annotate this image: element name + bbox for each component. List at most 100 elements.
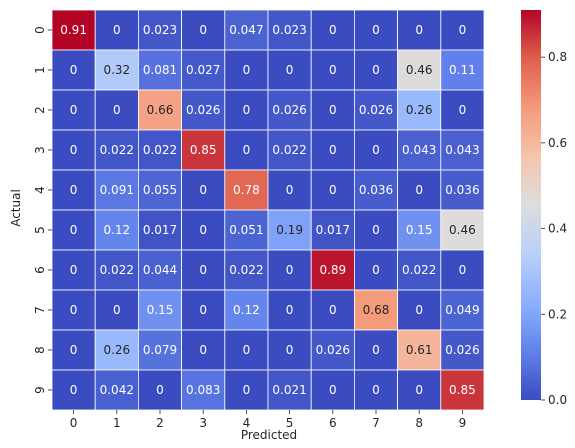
heatmap-cell <box>94 289 139 331</box>
heatmap-cell-label: 0 <box>329 103 337 117</box>
heatmap-cell <box>181 209 226 251</box>
y-tick-label: 3 <box>33 146 47 154</box>
heatmap-cell <box>137 9 182 51</box>
heatmap-cell-label: 0 <box>459 23 467 37</box>
heatmap-cell-label: 0.021 <box>272 383 306 397</box>
heatmap-cell-label: 0 <box>329 183 337 197</box>
heatmap-cell <box>224 329 269 371</box>
heatmap-cell <box>310 369 355 411</box>
heatmap-cell <box>137 209 182 251</box>
heatmap-cell-label: 0.26 <box>406 103 433 117</box>
x-tick-label: 0 <box>70 416 78 430</box>
heatmap-cell-label: 0.027 <box>186 63 220 77</box>
x-tick-label: 3 <box>199 416 207 430</box>
heatmap-cell <box>353 49 398 91</box>
heatmap-cell-label: 0.26 <box>103 343 130 357</box>
heatmap-cell-label: 0.12 <box>103 223 130 237</box>
heatmap-cell-label: 0 <box>286 343 294 357</box>
x-axis-label: Predicted <box>241 428 297 442</box>
heatmap-cell <box>353 249 398 291</box>
colorbar-tick-label: 0.0 <box>548 393 567 407</box>
heatmap-cell <box>51 369 96 411</box>
heatmap-cell <box>353 369 398 411</box>
colorbar: 0.0 0.2 0.4 0.6 0.8 <box>521 10 567 407</box>
heatmap-cell <box>440 89 485 131</box>
heatmap-cell <box>224 289 269 331</box>
heatmap-cell-label: 0.017 <box>316 223 350 237</box>
heatmap-cell <box>267 249 312 291</box>
heatmap-cell-label: 0.026 <box>272 103 306 117</box>
heatmap-cell <box>224 209 269 251</box>
heatmap-cell-label: 0.022 <box>143 143 177 157</box>
heatmap-cell-label: 0.11 <box>449 63 476 77</box>
heatmap-cell-label: 0 <box>329 303 337 317</box>
heatmap-cell <box>353 9 398 51</box>
heatmap-cell <box>94 169 139 211</box>
heatmap-cell <box>224 169 269 211</box>
heatmap-cell <box>137 289 182 331</box>
heatmap-cell-label: 0 <box>113 303 121 317</box>
heatmap-cell-label: 0 <box>243 63 251 77</box>
heatmap-cell-label: 0.022 <box>100 263 134 277</box>
heatmap-cell <box>397 289 442 331</box>
heatmap-cell-label: 0.91 <box>60 23 87 37</box>
heatmap-cell-label: 0.044 <box>143 263 177 277</box>
heatmap-cell-label: 0 <box>329 23 337 37</box>
heatmap-cell <box>224 369 269 411</box>
heatmap-cell <box>397 369 442 411</box>
heatmap-cell <box>310 329 355 371</box>
heatmap-cell-label: 0 <box>415 303 423 317</box>
heatmap-cell <box>353 169 398 211</box>
heatmap-cell-label: 0 <box>415 23 423 37</box>
heatmap-cell-label: 0.043 <box>445 143 479 157</box>
heatmap-cell-label: 0.081 <box>143 63 177 77</box>
heatmap-cell-label: 0.026 <box>359 103 393 117</box>
heatmap-cell <box>267 369 312 411</box>
heatmap-cell <box>94 89 139 131</box>
y-tick-label: 8 <box>33 346 47 354</box>
heatmap-cell-label: 0.091 <box>100 183 134 197</box>
heatmap-cell-label: 0.055 <box>143 183 177 197</box>
heatmap-cell-label: 0.083 <box>186 383 220 397</box>
heatmap-cell-label: 0 <box>243 103 251 117</box>
heatmap-cell-label: 0 <box>415 183 423 197</box>
heatmap-cell-label: 0 <box>286 303 294 317</box>
heatmap-cell-label: 0 <box>286 263 294 277</box>
x-tick-label: 5 <box>286 416 294 430</box>
heatmap-cell-label: 0.049 <box>445 303 479 317</box>
x-tick-label: 2 <box>156 416 164 430</box>
heatmap-cell-label: 0.68 <box>363 303 390 317</box>
heatmap-cell-label: 0 <box>372 343 380 357</box>
heatmap-cell-label: 0.079 <box>143 343 177 357</box>
heatmap-cell <box>137 329 182 371</box>
heatmap-cell-label: 0.022 <box>272 143 306 157</box>
heatmap-cell-label: 0 <box>243 143 251 157</box>
heatmap-cell <box>310 89 355 131</box>
heatmap-cell-label: 0 <box>70 103 78 117</box>
heatmap-cell-label: 0 <box>329 143 337 157</box>
heatmap-cell <box>397 129 442 171</box>
heatmap-cell <box>440 129 485 171</box>
heatmap-cell-label: 0.85 <box>190 143 217 157</box>
heatmap-cell <box>267 49 312 91</box>
heatmap-cell-label: 0.036 <box>445 183 479 197</box>
heatmap-cell <box>94 9 139 51</box>
heatmap-cell-label: 0.19 <box>276 223 303 237</box>
x-tick-label: 1 <box>113 416 121 430</box>
x-tick-label: 9 <box>459 416 467 430</box>
y-tick-label: 2 <box>33 106 47 114</box>
heatmap-cell-label: 0.46 <box>406 63 433 77</box>
y-tick-label: 4 <box>33 186 47 194</box>
y-axis-ticks: 0 1 2 3 4 5 6 7 8 9 <box>33 26 52 394</box>
heatmap-cell-label: 0 <box>372 143 380 157</box>
heatmap-cell-label: 0 <box>329 63 337 77</box>
heatmap-cell-label: 0.036 <box>359 183 393 197</box>
heatmap-cell-label: 0 <box>199 23 207 37</box>
y-tick-label: 5 <box>33 226 47 234</box>
heatmap-cell <box>310 169 355 211</box>
heatmap-cell <box>310 49 355 91</box>
heatmap-cell-label: 0 <box>70 303 78 317</box>
heatmap-cell <box>267 169 312 211</box>
heatmap-cell-label: 0 <box>199 343 207 357</box>
